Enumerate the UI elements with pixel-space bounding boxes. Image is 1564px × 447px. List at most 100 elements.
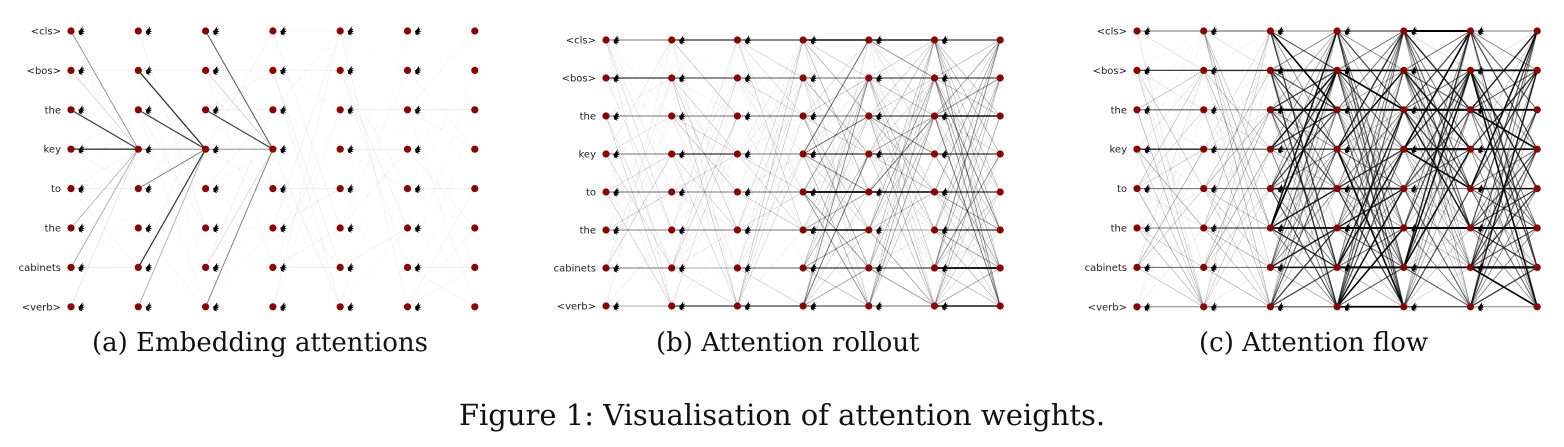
token-node bbox=[1466, 303, 1475, 311]
arrowhead bbox=[1277, 107, 1284, 111]
arrowhead bbox=[1411, 227, 1418, 231]
token-node bbox=[1466, 263, 1475, 271]
token-node bbox=[1200, 303, 1208, 311]
token-node bbox=[1133, 303, 1141, 311]
token-node bbox=[1266, 66, 1274, 74]
attention-edge bbox=[868, 77, 935, 193]
attention-edge bbox=[737, 39, 804, 307]
arrowhead bbox=[347, 109, 352, 115]
arrowhead bbox=[280, 109, 285, 115]
attention-edge bbox=[205, 149, 273, 189]
attention-edge bbox=[1336, 30, 1405, 189]
arrowheads bbox=[613, 35, 949, 311]
token-node bbox=[1400, 303, 1408, 311]
arrowhead bbox=[78, 267, 85, 271]
attention-edge bbox=[1403, 30, 1471, 111]
arrowhead bbox=[1411, 264, 1418, 269]
attention-edge bbox=[868, 39, 935, 155]
attention-edge bbox=[205, 109, 274, 189]
attention-edge bbox=[70, 148, 139, 229]
attention-edge bbox=[737, 153, 804, 193]
attention-edge bbox=[934, 77, 1001, 269]
arrowhead bbox=[744, 39, 751, 43]
arrowhead bbox=[347, 109, 354, 113]
arrowhead bbox=[810, 39, 815, 45]
arrowhead bbox=[678, 115, 686, 119]
arrowhead bbox=[1411, 28, 1418, 32]
arrowhead bbox=[744, 151, 751, 155]
arrowhead bbox=[1144, 107, 1151, 111]
attention-edge bbox=[802, 229, 870, 269]
attention-edge bbox=[671, 191, 738, 231]
attention-edge bbox=[1136, 109, 1205, 307]
attention-edge bbox=[802, 153, 869, 193]
token-node bbox=[471, 145, 479, 153]
arrowhead bbox=[1344, 148, 1349, 154]
arrowhead bbox=[1344, 266, 1349, 273]
arrowhead bbox=[1477, 225, 1484, 229]
attention-edge bbox=[605, 153, 672, 193]
token-node bbox=[134, 27, 142, 35]
attention-edge bbox=[868, 115, 935, 155]
attention-edge bbox=[671, 115, 738, 307]
token-node bbox=[269, 303, 277, 311]
token-node bbox=[269, 185, 277, 193]
attention-edge bbox=[272, 149, 341, 307]
attention-edge bbox=[340, 149, 408, 229]
attention-edge bbox=[802, 153, 869, 231]
arrowhead bbox=[213, 227, 218, 233]
arrowhead bbox=[810, 77, 815, 83]
attention-edge bbox=[205, 149, 274, 307]
token-label: cabinets bbox=[1085, 263, 1127, 274]
arrowhead bbox=[1210, 227, 1218, 231]
attention-edge bbox=[868, 229, 935, 269]
token-node bbox=[403, 303, 412, 311]
token-node bbox=[1333, 224, 1341, 232]
attention-edge bbox=[340, 30, 408, 229]
attention-edge bbox=[407, 70, 475, 268]
attention-edge bbox=[671, 77, 738, 193]
attention-edge bbox=[671, 39, 738, 117]
attention-edge bbox=[671, 191, 738, 307]
arrowhead bbox=[876, 77, 883, 81]
arrowhead bbox=[415, 227, 420, 233]
attention-edge bbox=[1203, 30, 1271, 307]
arrowhead bbox=[78, 306, 85, 310]
attention-edge bbox=[1270, 227, 1338, 269]
attention-edge bbox=[605, 77, 672, 269]
token-node bbox=[336, 145, 344, 153]
attention-edge bbox=[1336, 30, 1405, 307]
arrowhead bbox=[1344, 306, 1351, 310]
token-node bbox=[602, 36, 610, 44]
attention-edge bbox=[671, 39, 738, 79]
arrowhead bbox=[212, 67, 219, 72]
attention-edge bbox=[1136, 109, 1204, 307]
attention-edge bbox=[934, 77, 1001, 117]
arrowhead bbox=[876, 305, 883, 309]
token-node bbox=[1466, 66, 1475, 74]
attention-edge bbox=[868, 39, 935, 79]
arrowhead bbox=[1477, 148, 1484, 153]
token-node bbox=[1466, 224, 1475, 232]
token-label: <cls> bbox=[31, 27, 61, 38]
attention-edge bbox=[137, 109, 206, 150]
arrowhead bbox=[145, 266, 150, 273]
arrowhead bbox=[810, 229, 815, 235]
attention-edge bbox=[1203, 30, 1271, 307]
arrowhead bbox=[678, 75, 686, 79]
arrowhead bbox=[280, 30, 287, 34]
arrowhead bbox=[613, 39, 618, 45]
attention-edge bbox=[1336, 188, 1405, 308]
attention-edge bbox=[407, 227, 475, 307]
token-node bbox=[602, 188, 610, 196]
arrowhead bbox=[1210, 107, 1218, 111]
attention-edge bbox=[1203, 30, 1271, 189]
attention-edge bbox=[737, 39, 804, 155]
attention-edge bbox=[70, 149, 139, 189]
attention-edge bbox=[1203, 30, 1271, 229]
attention-edge bbox=[1203, 149, 1271, 268]
arrowhead bbox=[78, 264, 85, 269]
arrowhead bbox=[1210, 306, 1218, 310]
attention-edge bbox=[802, 153, 869, 269]
attention-edge bbox=[934, 115, 1001, 155]
